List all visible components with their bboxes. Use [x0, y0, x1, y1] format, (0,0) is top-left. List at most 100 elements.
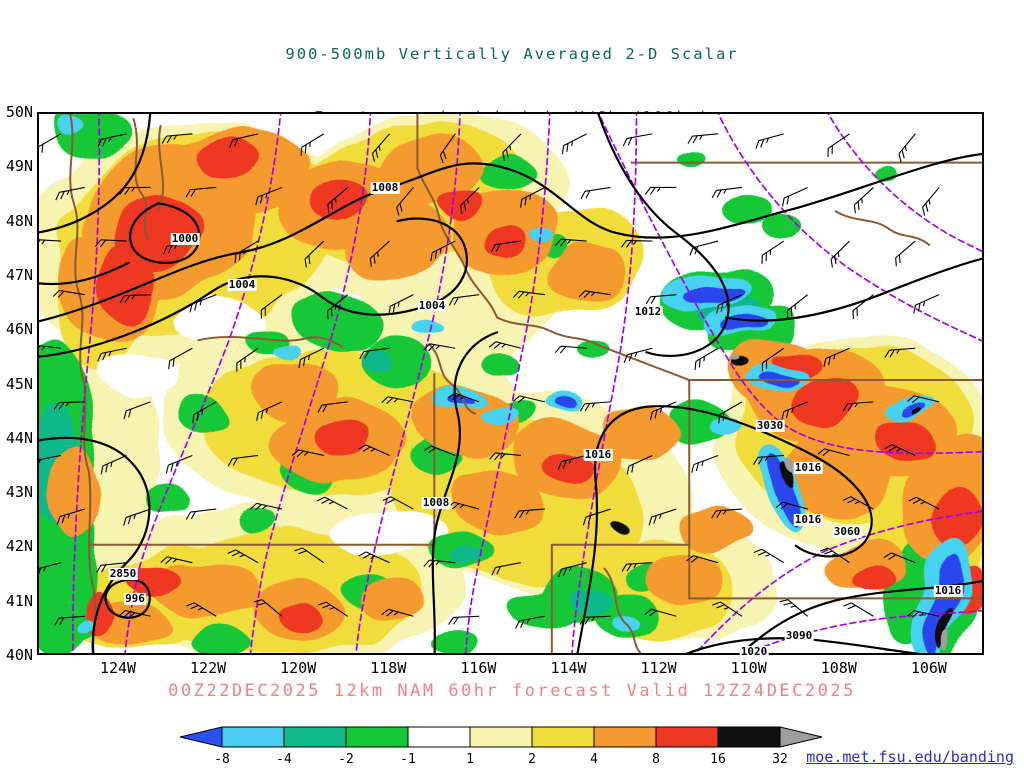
wind-barb: [558, 562, 587, 578]
contour-label: 1016: [933, 584, 963, 597]
wind-barb: [448, 615, 480, 625]
title-line-1: 900-500mb Vertically Averaged 2-D Scalar: [285, 45, 739, 63]
lat-label: 45N: [5, 374, 33, 393]
wind-barb: [168, 347, 193, 370]
wind-barb: [381, 608, 414, 617]
wind-barb: [514, 508, 545, 519]
wind-barb: [39, 344, 61, 353]
wind-barb: [694, 347, 719, 370]
wind-barb: [554, 345, 587, 354]
colorbar-tick-label: 16: [710, 752, 726, 767]
colorbar-tick-label: 2: [528, 752, 536, 767]
wind-barb: [852, 294, 874, 320]
wind-barb: [371, 133, 390, 162]
wind-barb: [491, 562, 522, 576]
wind-barb: [582, 508, 611, 526]
wind-barb: [423, 559, 456, 568]
contour-label: 1004: [417, 299, 447, 312]
colorbar-tick-label: 1: [466, 752, 474, 767]
wind-barb: [369, 240, 390, 267]
wind-barb: [622, 133, 653, 147]
wind-barb: [327, 294, 349, 320]
wind-barb: [819, 547, 850, 564]
wind-barb: [53, 401, 85, 410]
lat-label: 44N: [5, 428, 33, 447]
wind-barb: [830, 240, 850, 268]
wind-barb: [884, 347, 916, 358]
wind-barb: [686, 555, 719, 564]
lat-label: 48N: [5, 211, 33, 230]
wind-barb: [512, 290, 545, 299]
wind-barb: [827, 133, 850, 157]
wind-barb: [620, 239, 653, 248]
wind-barb: [460, 187, 480, 215]
contour-label: 1016: [793, 461, 823, 474]
wind-barb: [56, 508, 85, 525]
contour-label: 1016: [583, 448, 613, 461]
wind-barb: [922, 187, 940, 216]
wind-barb: [185, 186, 217, 198]
lon-label: 112W: [640, 659, 677, 677]
shaded-frontogenesis-field: [39, 114, 982, 653]
contour-label: 3030: [755, 419, 785, 432]
wind-barb: [161, 133, 193, 144]
wind-barb: [817, 448, 850, 457]
wind-barb: [396, 187, 414, 216]
wind-barb: [119, 186, 151, 195]
lat-label: 50N: [5, 103, 33, 121]
wind-barb: [687, 133, 719, 144]
wind-barb: [448, 294, 480, 306]
wind-barb: [490, 240, 522, 253]
colorbar-svg: -8 -4 -2 -1 1 2 4 8 16 32: [179, 726, 823, 767]
wind-barb: [895, 240, 916, 267]
colorbar-segment: [345, 726, 409, 748]
wind-barb: [488, 341, 522, 349]
wind-barb: [317, 601, 348, 617]
wind-barb: [711, 508, 743, 519]
wind-barb: [316, 496, 348, 510]
contour-lines: [39, 114, 982, 653]
wind-barb: [359, 347, 390, 360]
wind-barb: [95, 239, 127, 248]
colorbar-segment: [531, 726, 595, 748]
lon-label: 106W: [910, 659, 947, 677]
wind-barb: [644, 186, 677, 195]
wind-barb: [649, 401, 677, 421]
lat-label: 47N: [5, 265, 33, 284]
site-link[interactable]: moe.met.fsu.edu/banding: [806, 748, 1014, 766]
lon-label: 110W: [730, 659, 767, 677]
wind-barb: [913, 294, 940, 314]
wind-barb: [123, 401, 151, 420]
wind-barb: [842, 401, 874, 412]
wind-barb: [423, 343, 456, 352]
contour-labels-layer: 1000 1004 1008 1004 1012 1016 1008 996 2850 3030 1…: [39, 114, 982, 658]
wind-barb: [691, 454, 719, 473]
contour-label: 1004: [227, 278, 257, 291]
wind-barb: [907, 395, 940, 404]
wind-barb: [381, 396, 414, 404]
colorbar-tick-label: -4: [276, 752, 292, 767]
colorbar-segment: [717, 726, 781, 748]
wind-barb: [718, 401, 743, 424]
wind-barbs: [39, 133, 940, 629]
lon-label: 124W: [99, 659, 137, 677]
wind-barb: [96, 562, 127, 573]
colorbar-tick-label: 32: [772, 752, 788, 767]
wind-barb: [229, 133, 259, 148]
wind-barb: [502, 133, 522, 161]
wind-barb: [644, 608, 677, 617]
wind-barb: [626, 454, 653, 475]
wind-barb: [579, 615, 611, 625]
wind-barb: [39, 133, 62, 156]
wind-barb: [489, 452, 522, 461]
wind-barb: [118, 609, 151, 618]
wind-barb: [256, 401, 283, 421]
wind-barb: [689, 240, 719, 256]
wind-barb: [39, 562, 62, 577]
wind-barb: [358, 444, 390, 456]
contour-label: 1008: [421, 496, 451, 509]
wind-barb: [753, 454, 784, 465]
wind-barb: [189, 294, 217, 313]
lat-label: 49N: [5, 157, 33, 176]
wind-barb: [317, 401, 348, 413]
